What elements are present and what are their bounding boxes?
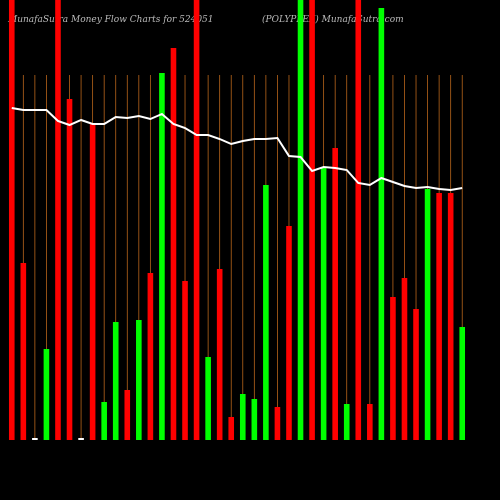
chart-subtitle: (POLYPLEX) MunafaSutra.com: [262, 14, 404, 25]
bar: [274, 407, 281, 440]
bar: [355, 0, 362, 440]
bar: [390, 297, 396, 440]
bar: [89, 124, 96, 440]
bar: [147, 273, 154, 440]
bar: [447, 193, 454, 440]
bar: [32, 438, 38, 440]
bar: [78, 438, 84, 440]
bar: [216, 269, 223, 440]
bar: [124, 390, 131, 440]
bar: [182, 281, 188, 440]
bar: [20, 263, 27, 440]
bar: [320, 168, 327, 440]
chart-title: MunafaSutra Money Flow Charts for 524051: [7, 15, 214, 25]
bar: [378, 8, 385, 440]
bar: [297, 0, 304, 440]
flow-line: [11, 107, 463, 192]
bar: [159, 73, 165, 440]
bar: [239, 394, 246, 440]
bar: [43, 349, 50, 440]
bar: [101, 402, 107, 440]
bar: [55, 0, 61, 440]
bar: [193, 0, 200, 440]
bar: [263, 185, 269, 440]
bar: [286, 226, 292, 440]
bar: [8, 0, 15, 440]
bar: [112, 322, 119, 440]
bar: [309, 0, 315, 440]
bar: [170, 48, 177, 440]
bar: [424, 189, 431, 440]
bar: [332, 148, 338, 440]
bar: [205, 357, 211, 440]
bar: [436, 193, 442, 440]
bar: [367, 404, 373, 440]
bar: [459, 327, 466, 440]
bar: [401, 278, 408, 440]
bar: [413, 309, 419, 440]
bar: [66, 99, 73, 440]
bar: [343, 404, 350, 440]
bar: [251, 399, 258, 440]
bar: [228, 417, 235, 440]
bar: [136, 320, 142, 440]
